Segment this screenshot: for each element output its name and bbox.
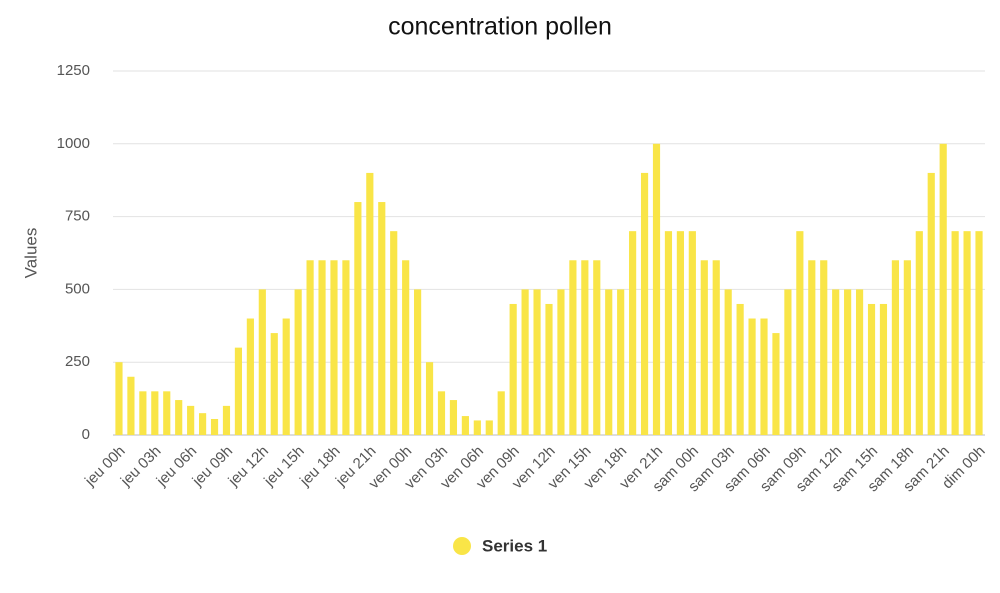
bar — [139, 391, 147, 435]
bar — [963, 231, 971, 435]
bar — [521, 289, 529, 435]
bar — [127, 376, 135, 435]
bar — [855, 289, 864, 435]
bar — [330, 260, 338, 435]
y-tick-label: 1000 — [57, 135, 90, 152]
bar — [700, 260, 708, 435]
bar — [449, 400, 458, 435]
bar — [820, 260, 828, 435]
bar — [903, 260, 911, 435]
bar — [414, 289, 422, 435]
bar — [891, 260, 899, 435]
bar — [258, 289, 266, 435]
bar — [808, 260, 816, 435]
bar — [915, 231, 923, 435]
bar — [199, 413, 207, 435]
bar — [115, 362, 123, 435]
bar — [270, 333, 278, 435]
bar — [390, 231, 398, 435]
bar — [246, 318, 254, 435]
y-tick-label: 0 — [82, 426, 90, 443]
bar — [437, 391, 446, 435]
bar — [378, 202, 386, 435]
bar — [832, 289, 840, 435]
bar — [748, 318, 756, 435]
legend-label: Series 1 — [482, 536, 547, 555]
bar — [354, 202, 362, 435]
y-tick-label: 1250 — [57, 62, 90, 79]
bar — [366, 172, 374, 436]
bar — [712, 260, 720, 435]
bar — [282, 318, 290, 435]
bar — [425, 362, 434, 435]
bar — [867, 303, 876, 435]
bar — [760, 318, 768, 435]
y-axis-label: Values — [21, 228, 40, 279]
bar — [402, 260, 410, 435]
bar — [318, 260, 326, 435]
bar — [796, 231, 804, 435]
bar — [485, 420, 493, 435]
bar — [581, 260, 589, 435]
bar — [736, 303, 744, 435]
bar — [975, 231, 983, 435]
bar — [688, 231, 696, 435]
bar — [473, 420, 481, 435]
y-tick-label: 750 — [65, 208, 90, 225]
bar — [640, 172, 649, 436]
y-tick-label: 500 — [65, 280, 90, 297]
x-tick-label: jeu 18h — [296, 443, 344, 491]
bar — [784, 289, 792, 435]
bar — [939, 143, 947, 436]
bar — [497, 391, 505, 435]
bar — [629, 231, 637, 435]
bar — [724, 289, 732, 435]
bar — [210, 418, 219, 435]
chart-title: concentration pollen — [388, 13, 612, 41]
bar — [294, 289, 302, 435]
bar — [222, 405, 231, 435]
bar — [664, 231, 673, 435]
x-tick-label: jeu 12h — [224, 443, 272, 491]
bar — [605, 289, 613, 435]
x-tick-label: jeu 03h — [117, 443, 165, 491]
bar — [676, 231, 684, 435]
y-tick-label: 250 — [65, 353, 90, 370]
bar — [569, 260, 577, 435]
bar — [187, 405, 195, 435]
x-tick-label: jeu 00h — [81, 443, 129, 491]
bar — [151, 391, 159, 435]
bar — [951, 231, 959, 435]
bar — [509, 303, 517, 435]
bar — [593, 260, 601, 435]
bar — [234, 347, 243, 435]
x-tick-label: jeu 06h — [153, 443, 201, 491]
bar — [772, 333, 780, 435]
x-tick-label: jeu 09h — [189, 443, 237, 491]
legend-marker — [453, 537, 471, 555]
bar — [652, 143, 661, 436]
bar — [617, 289, 625, 435]
bar — [545, 303, 553, 435]
bar — [844, 289, 852, 435]
bar — [163, 391, 171, 435]
bar — [927, 172, 935, 436]
bar — [533, 289, 541, 435]
bar — [557, 289, 565, 435]
bar — [342, 260, 350, 435]
bar — [461, 416, 469, 435]
x-tick-label: jeu 15h — [260, 443, 308, 491]
bar — [306, 260, 314, 435]
bar — [879, 303, 888, 435]
bar — [175, 400, 183, 435]
